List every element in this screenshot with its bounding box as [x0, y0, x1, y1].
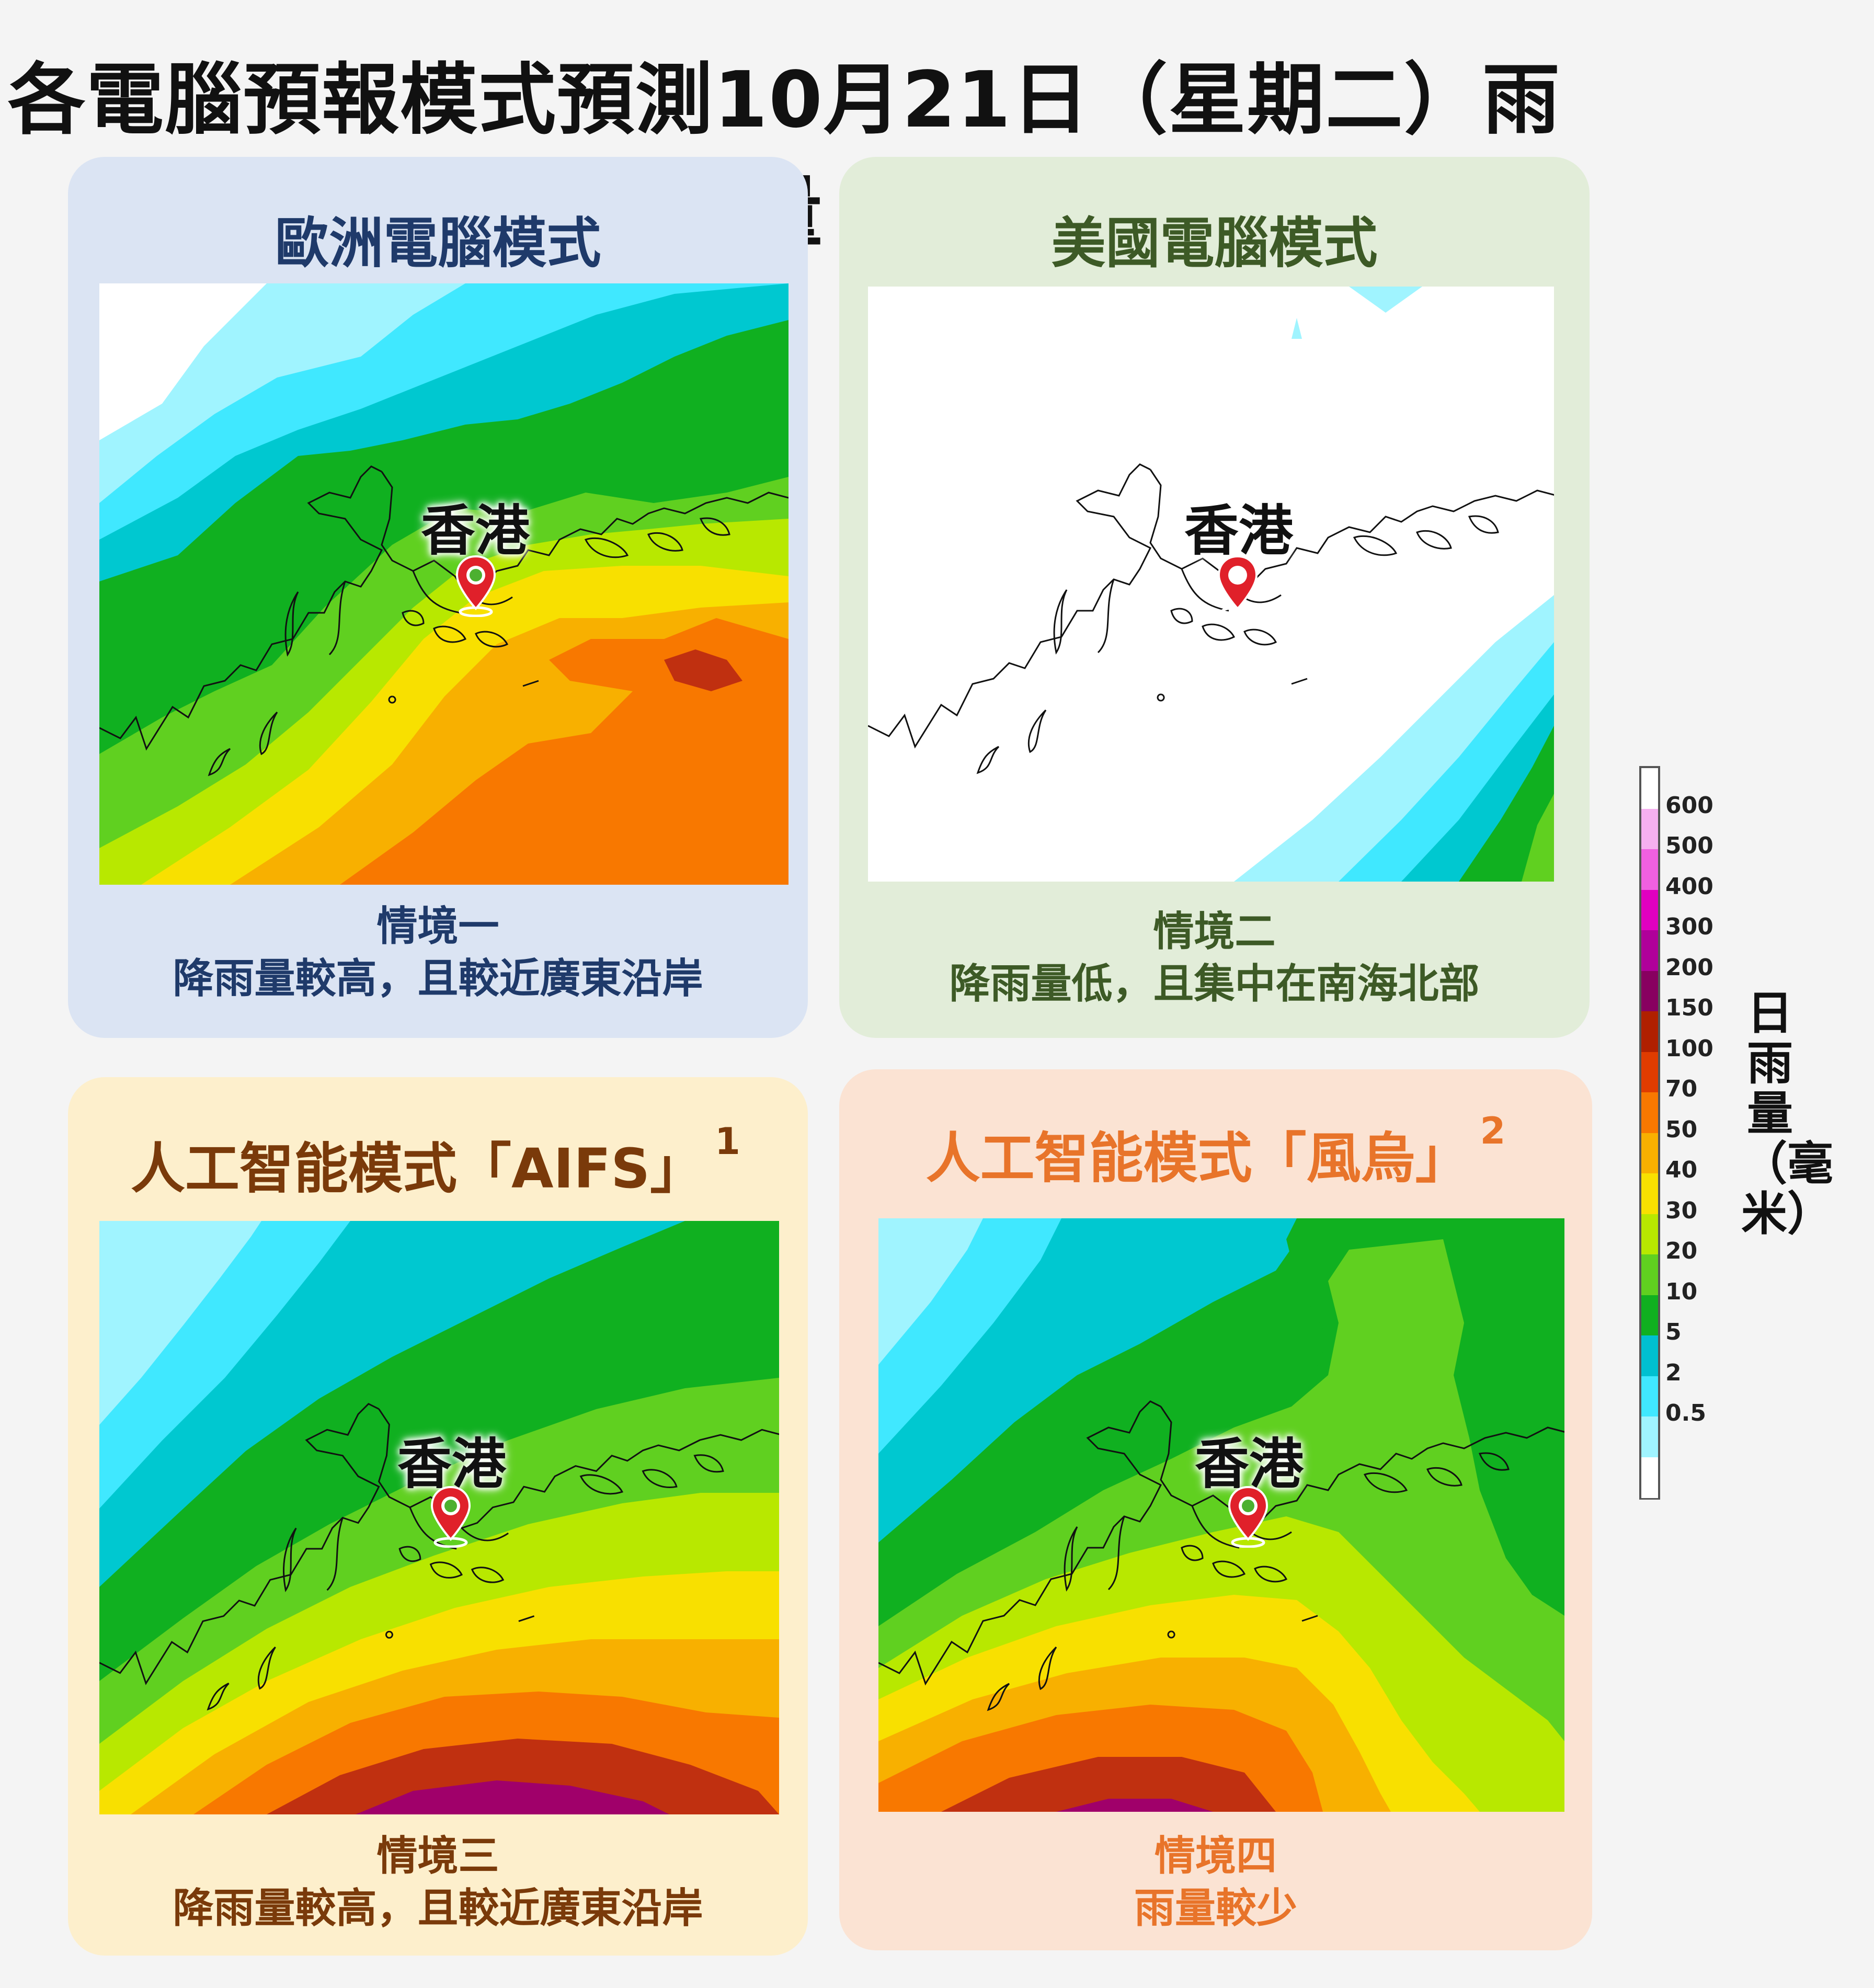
- caption-line1: 情境四: [1154, 1833, 1277, 1880]
- colorbar-tick-label: 70: [1665, 1076, 1698, 1102]
- location-pin-icon: [1228, 1486, 1269, 1548]
- panel-title: 美國電腦模式: [1051, 211, 1378, 275]
- panel-ecmwf: 歐洲電腦模式 情境一 降雨量較高，且較近廣東沿岸: [68, 157, 808, 1038]
- colorbar-segment: [1641, 1376, 1658, 1417]
- coastline: [99, 1402, 779, 1711]
- colorbar-tick-label: 0.5: [1665, 1400, 1706, 1426]
- caption-line2: 降雨量較高，且較近廣東沿岸: [173, 1885, 703, 1932]
- colorbar-tick-label: 300: [1665, 913, 1713, 940]
- coastline: [868, 463, 1554, 774]
- colorbar-segment: [1641, 808, 1658, 850]
- colorbar-tick-label: 2: [1665, 1359, 1682, 1386]
- colorbar-tick-label: 10: [1665, 1278, 1698, 1305]
- colorbar-segment: [1641, 1457, 1658, 1498]
- panel-title: 人工智能模式「風烏」 2: [839, 1110, 1592, 1193]
- caption-line1: 情境一: [376, 903, 499, 950]
- rainfall-contour: [664, 649, 742, 691]
- hong-kong-label: 香港: [1184, 499, 1294, 563]
- location-pin-icon: [455, 555, 496, 617]
- rainfall-colorbar: [1639, 766, 1660, 1500]
- colorbar-segment: [1641, 1052, 1658, 1093]
- panel-gfs: 美國電腦模式 情境二 降雨量低，且集中在南海北部: [839, 157, 1590, 1038]
- rainfall-map: [868, 287, 1554, 882]
- rainfall-map: [99, 283, 789, 885]
- hong-kong-label: 香港: [421, 499, 530, 563]
- colorbar-tick-label: 40: [1665, 1157, 1698, 1183]
- colorbar-segment: [1641, 930, 1658, 972]
- panel-fengwu: 人工智能模式「風烏」 2 情境四 雨量較少: [839, 1069, 1592, 1950]
- colorbar-tick-label: 100: [1665, 1035, 1713, 1062]
- page-title: 各電腦預報模式預測10月21日（星期二）雨量: [8, 55, 1561, 257]
- rainfall-contour: [1056, 1799, 1213, 1812]
- colorbar-tick-label: 400: [1665, 873, 1713, 900]
- rainfall-contour: [868, 287, 1554, 882]
- colorbar-segment: [1641, 1335, 1658, 1377]
- colorbar-tick-label: 600: [1665, 792, 1713, 819]
- colorbar-tick-label: 500: [1665, 832, 1713, 859]
- colorbar-title: 日雨量（毫米）: [1741, 986, 1834, 1241]
- footnote-marker: 1: [715, 1120, 740, 1163]
- location-pin-icon: [1217, 555, 1258, 617]
- rainfall-contour: [1292, 318, 1302, 339]
- caption-line1: 情境三: [376, 1833, 499, 1880]
- colorbar-segment: [1641, 768, 1658, 809]
- rainfall-contour: [1459, 726, 1554, 882]
- caption-line2: 降雨量低，且集中在南海北部: [949, 961, 1480, 1008]
- location-pin-icon: [430, 1486, 471, 1548]
- colorbar-tick-label: 30: [1665, 1197, 1698, 1224]
- colorbar-segment: [1641, 1254, 1658, 1296]
- colorbar-tick-label: 5: [1665, 1319, 1682, 1345]
- panel-title: 人工智能模式「AIFS」 1: [68, 1120, 808, 1203]
- rainfall-contour: [267, 1739, 779, 1814]
- colorbar-segment: [1641, 1214, 1658, 1255]
- colorbar-tick-label: 150: [1665, 995, 1713, 1021]
- rainfall-contour: [1349, 287, 1422, 313]
- colorbar-segment: [1641, 1416, 1658, 1458]
- rainfall-contour: [1522, 794, 1554, 882]
- colorbar-segment: [1641, 889, 1658, 931]
- panel-title: 歐洲電腦模式: [275, 211, 601, 275]
- rainfall-contour: [356, 1780, 669, 1814]
- colorbar-segment: [1641, 849, 1658, 890]
- rainfall-map: [878, 1218, 1564, 1812]
- colorbar-segment: [1641, 970, 1658, 1012]
- caption-line2: 降雨量較高，且較近廣東沿岸: [173, 955, 703, 1002]
- caption-line2: 雨量較少: [1134, 1885, 1297, 1932]
- colorbar-segment: [1641, 1295, 1658, 1336]
- caption-line1: 情境二: [1153, 908, 1276, 955]
- colorbar-tick-label: 200: [1665, 954, 1713, 981]
- rainfall-contour: [941, 1757, 1276, 1812]
- colorbar-segment: [1641, 1092, 1658, 1134]
- colorbar-segment: [1641, 1173, 1658, 1215]
- colorbar-segment: [1641, 1133, 1658, 1174]
- panel-title-text: 人工智能模式「風烏」: [925, 1126, 1470, 1190]
- colorbar-tick-label: 20: [1665, 1238, 1698, 1264]
- rainfall-contour: [340, 618, 789, 885]
- hong-kong-label: 香港: [397, 1432, 507, 1496]
- colorbar-tick-label: 50: [1665, 1116, 1698, 1143]
- panel-title-text: 人工智能模式「AIFS」: [131, 1137, 705, 1201]
- footnote-marker: 2: [1480, 1110, 1506, 1152]
- hong-kong-label: 香港: [1195, 1432, 1304, 1496]
- colorbar-segment: [1641, 1011, 1658, 1053]
